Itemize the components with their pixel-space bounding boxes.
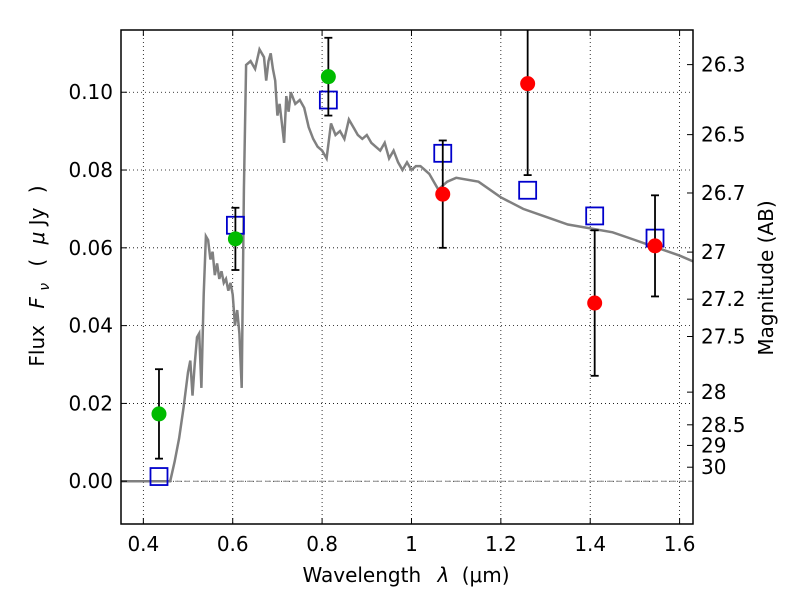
y-axis-label-unit: Jy: [25, 207, 49, 227]
observed-point-nir: [587, 295, 603, 311]
x-axis-label: Wavelength λ (μm): [302, 563, 509, 587]
y2-tick-label: 27.5: [701, 325, 746, 349]
grid-lines: [121, 30, 693, 524]
y-axis-label-text: Flux: [25, 325, 49, 367]
y2-tick-label: 28.5: [701, 413, 746, 437]
y2-tick-label: 26.7: [701, 181, 746, 205]
y-axis-label-symbol: F: [25, 297, 49, 309]
x-tick-label: 1.6: [664, 532, 696, 556]
y2-tick-label: 26.3: [701, 53, 746, 77]
y-axis-label-unit-close: ): [25, 185, 49, 193]
x-tick-labels: 0.4 0.6 0.8 1 1.2 1.4 1.6: [127, 532, 695, 556]
observed-point-optical: [320, 69, 336, 85]
y2-tick-label: 26.5: [701, 123, 746, 147]
y-tick-label: 0.08: [68, 158, 113, 182]
y2-tick-label: 30: [701, 455, 726, 479]
model-photometry-square: [585, 206, 605, 226]
x-tick-label: 0.4: [127, 532, 159, 556]
y-tick-label: 0.06: [68, 236, 113, 260]
y2-tick-label: 29: [701, 433, 726, 457]
y-tick-label: 0.04: [68, 314, 113, 338]
observed-point-nir: [435, 186, 451, 202]
y-axis-label-unit-open: (: [25, 259, 49, 267]
y-axis-label: Flux F ν ( μ Jy ): [25, 185, 54, 366]
y-tick-label: 0.10: [68, 80, 113, 104]
x-axis-label-symbol: λ: [437, 563, 450, 587]
y2-tick-label: 27.2: [701, 287, 746, 311]
model-photometry-square: [518, 180, 538, 200]
x-axis-label-unit: (μm): [462, 563, 510, 587]
model-photometry-square: [149, 467, 169, 486]
x-tick-label: 0.8: [306, 532, 338, 556]
observed-point-optical: [227, 231, 243, 247]
observed-point-nir: [647, 238, 663, 254]
x-axis-label-text: Wavelength: [302, 563, 421, 587]
x-tick-label: 1: [405, 532, 418, 556]
model-sed-line: [121, 46, 693, 483]
observed-point-nir: [520, 76, 536, 92]
y2-tick-label: 28: [701, 380, 726, 404]
x-tick-label: 1.2: [485, 532, 517, 556]
tick-marks: [121, 30, 693, 524]
y-tick-label: 0.02: [68, 391, 113, 415]
x-tick-label: 0.6: [217, 532, 249, 556]
plot-frame: [120, 29, 694, 525]
y-axis-label-subscript: ν: [37, 283, 53, 291]
y2-axis-label: Magnitude (AB): [754, 200, 778, 355]
y2-tick-label: 27: [701, 240, 726, 264]
y-axis-label-unit-mu: μ: [25, 232, 49, 246]
observed-point-optical: [151, 406, 167, 422]
series-layer: [121, 30, 693, 486]
y-tick-labels: 0.00 0.02 0.04 0.06 0.08 0.10: [68, 80, 113, 493]
x-tick-label: 1.4: [574, 532, 606, 556]
y-tick-label: 0.00: [68, 469, 113, 493]
